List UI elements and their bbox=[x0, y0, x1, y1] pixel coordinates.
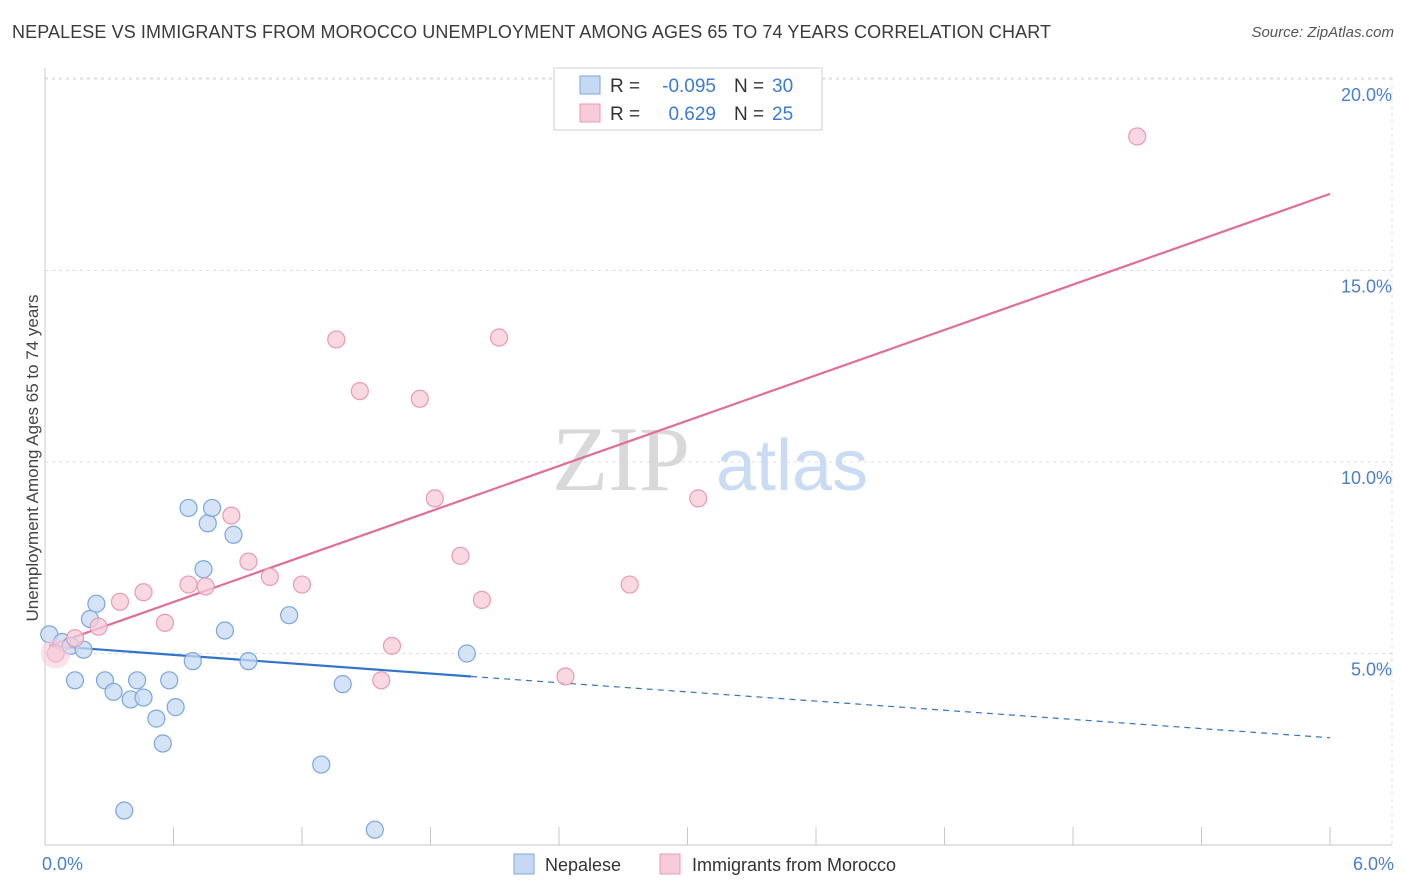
point-morocco bbox=[350, 382, 369, 401]
y-axis-label: Unemployment Among Ages 65 to 74 years bbox=[23, 295, 42, 622]
watermark-zip: ZIP bbox=[552, 408, 690, 510]
y-tick-label: 5.0% bbox=[1351, 660, 1392, 680]
watermark-atlas: atlas bbox=[716, 426, 868, 506]
stats-legend: R = -0.095 N = 30 R = 0.629 N = 25 bbox=[553, 67, 823, 131]
x-tick-label-max: 6.0% bbox=[1353, 854, 1394, 874]
chart-source: Source: ZipAtlas.com bbox=[1251, 24, 1394, 41]
point-morocco bbox=[260, 567, 279, 587]
point-nepalese bbox=[153, 734, 172, 753]
point-nepalese bbox=[215, 621, 234, 640]
point-morocco bbox=[196, 577, 215, 596]
legend-n-value-morocco: 25 bbox=[772, 104, 793, 125]
point-morocco bbox=[292, 575, 312, 594]
trend-line-dashed-nepalese bbox=[471, 675, 1331, 739]
point-nepalese bbox=[183, 652, 202, 671]
series-legend-swatch-morocco bbox=[659, 853, 681, 875]
axis-layer: 5.0% 10.0% 15.0% 20.0% 0.0% 6.0% bbox=[42, 68, 1394, 874]
legend-n-label-nepalese: N = bbox=[734, 76, 764, 97]
legend-r-value-nepalese: -0.095 bbox=[662, 76, 716, 97]
point-nepalese bbox=[147, 709, 166, 728]
point-morocco bbox=[239, 552, 258, 571]
y-tick-label: 10.0% bbox=[1341, 468, 1392, 488]
point-nepalese bbox=[115, 801, 134, 820]
legend-n-label-morocco: N = bbox=[734, 104, 764, 125]
point-morocco bbox=[382, 636, 402, 655]
point-morocco bbox=[451, 546, 470, 565]
legend-r-value-morocco: 0.629 bbox=[668, 104, 716, 125]
y-tick-label: 15.0% bbox=[1341, 277, 1392, 297]
legend-swatch-nepalese bbox=[579, 75, 601, 95]
point-morocco bbox=[134, 583, 153, 602]
point-morocco bbox=[222, 506, 241, 525]
point-nepalese bbox=[179, 498, 198, 518]
legend-r-label-morocco: R = bbox=[610, 104, 640, 125]
point-morocco bbox=[472, 590, 491, 609]
legend-swatch-morocco bbox=[579, 103, 601, 123]
trend-line-nepalese bbox=[49, 644, 472, 678]
point-nepalese bbox=[194, 560, 213, 579]
legend-r-label-nepalese: R = bbox=[610, 76, 640, 97]
series-legend: Nepalese Immigrants from Morocco bbox=[513, 853, 896, 875]
point-cluster-morocco bbox=[40, 638, 71, 669]
point-nepalese bbox=[333, 675, 352, 694]
point-nepalese bbox=[312, 755, 331, 774]
y-tick-label: 20.0% bbox=[1341, 85, 1392, 105]
series-legend-swatch-nepalese bbox=[513, 853, 535, 875]
point-nepalese bbox=[280, 606, 299, 625]
point-morocco bbox=[425, 489, 444, 508]
point-morocco bbox=[620, 575, 639, 594]
trend-line-morocco bbox=[48, 192, 1331, 647]
point-morocco bbox=[89, 617, 108, 636]
point-morocco bbox=[372, 671, 391, 690]
legend-n-value-nepalese: 30 bbox=[772, 76, 793, 97]
point-morocco bbox=[689, 489, 708, 508]
point-morocco bbox=[556, 667, 575, 686]
chart-title: NEPALESE VS IMMIGRANTS FROM MOROCCO UNEM… bbox=[12, 22, 1052, 42]
point-nepalese bbox=[160, 671, 179, 690]
watermark: ZIP atlas bbox=[552, 408, 868, 510]
point-nepalese bbox=[134, 688, 153, 707]
point-nepalese bbox=[87, 594, 106, 613]
trend-layer bbox=[48, 192, 1331, 739]
series-legend-label-nepalese: Nepalese bbox=[545, 855, 621, 875]
grid-layer bbox=[45, 77, 1393, 845]
point-nepalese bbox=[198, 514, 217, 533]
point-nepalese bbox=[457, 644, 477, 663]
series-legend-label-morocco: Immigrants from Morocco bbox=[692, 855, 896, 875]
point-morocco bbox=[65, 629, 85, 648]
point-morocco bbox=[489, 328, 509, 347]
point-nepalese bbox=[365, 820, 384, 839]
point-morocco bbox=[155, 613, 175, 632]
point-nepalese bbox=[239, 652, 258, 671]
point-nepalese bbox=[104, 682, 123, 701]
point-nepalese bbox=[224, 525, 243, 544]
point-morocco bbox=[410, 389, 429, 408]
point-morocco bbox=[1128, 127, 1147, 146]
point-nepalese bbox=[127, 671, 147, 690]
x-tick-label-min: 0.0% bbox=[42, 854, 83, 874]
point-nepalese bbox=[202, 498, 222, 518]
point-morocco bbox=[110, 592, 130, 611]
points-layer bbox=[40, 127, 1147, 839]
point-nepalese bbox=[65, 671, 85, 690]
point-morocco bbox=[327, 330, 346, 349]
point-nepalese bbox=[166, 698, 185, 717]
point-morocco bbox=[179, 575, 198, 594]
